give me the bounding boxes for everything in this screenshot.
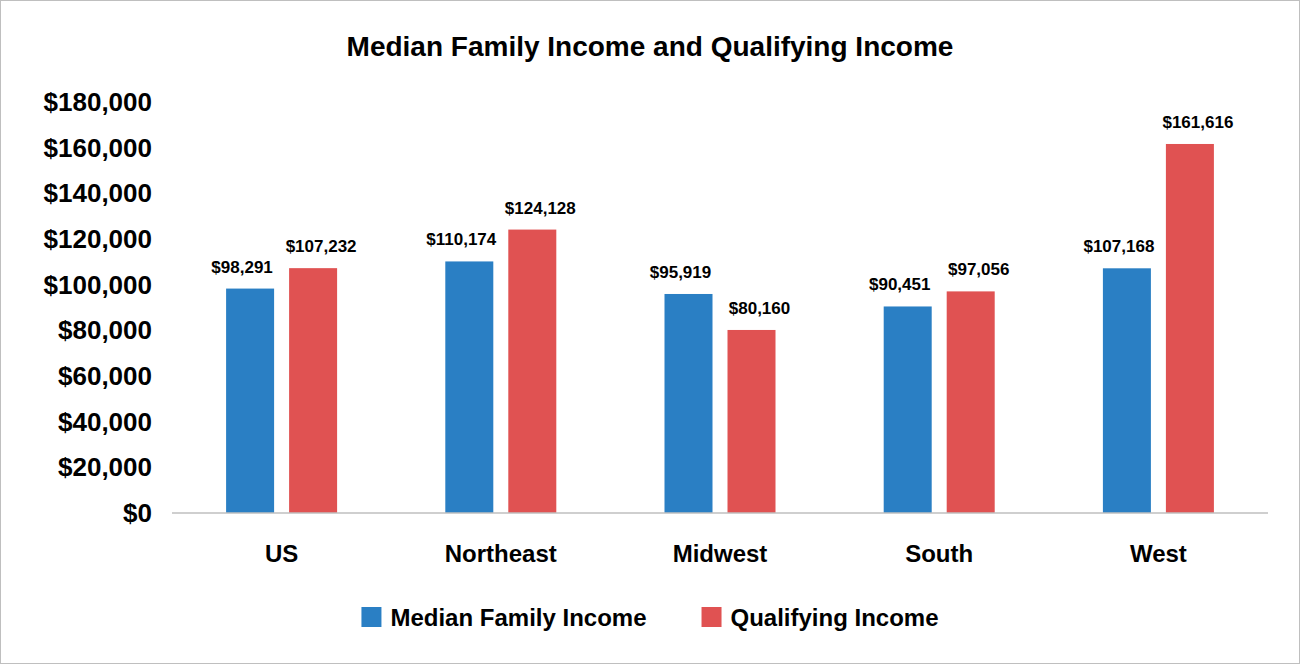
legend-swatch xyxy=(361,607,381,627)
data-labels: $98,291 $107,232 $110,174 $124,128 $95,919 $8… xyxy=(211,113,1233,318)
data-label: $80,160 xyxy=(729,299,790,318)
data-label: $95,919 xyxy=(650,263,711,282)
legend: Median Family Income Qualifying Income xyxy=(361,604,938,631)
data-label: $107,232 xyxy=(286,237,357,256)
chart-title: Median Family Income and Qualifying Inco… xyxy=(347,31,954,62)
x-tick-label: Northeast xyxy=(445,540,557,567)
y-tick-label: $140,000 xyxy=(44,178,152,208)
data-label: $97,056 xyxy=(948,260,1009,279)
y-tick-label: $60,000 xyxy=(58,361,152,391)
x-tick-label: US xyxy=(265,540,298,567)
legend-swatch xyxy=(702,607,722,627)
data-label: $161,616 xyxy=(1162,113,1233,132)
bar xyxy=(947,291,995,513)
legend-label: Qualifying Income xyxy=(731,604,939,631)
data-label: $110,174 xyxy=(426,230,497,249)
data-label: $124,128 xyxy=(505,199,576,218)
chart: Median Family Income and Qualifying Inco… xyxy=(0,0,1300,664)
y-tick-label: $40,000 xyxy=(58,407,152,437)
y-tick-label: $180,000 xyxy=(44,87,152,117)
y-tick-label: $160,000 xyxy=(44,133,152,163)
legend-label: Median Family Income xyxy=(390,604,646,631)
y-tick-label: $20,000 xyxy=(58,452,152,482)
bar xyxy=(665,294,713,513)
x-tick-label: West xyxy=(1130,540,1187,567)
x-tick-label: Midwest xyxy=(673,540,768,567)
bar xyxy=(728,330,776,513)
bar xyxy=(508,230,556,513)
data-label: $90,451 xyxy=(869,275,930,294)
data-label: $98,291 xyxy=(211,258,272,277)
x-tick-label: South xyxy=(905,540,973,567)
bar xyxy=(1166,144,1214,513)
chart-frame xyxy=(1,1,1300,664)
y-tick-label: $80,000 xyxy=(58,315,152,345)
x-axis-line xyxy=(172,512,1268,514)
bar xyxy=(1103,268,1151,513)
bar xyxy=(884,306,932,513)
bars xyxy=(226,144,1214,513)
bar xyxy=(445,261,493,513)
y-tick-label: $0 xyxy=(123,498,152,528)
data-label: $107,168 xyxy=(1083,237,1154,256)
bar xyxy=(226,289,274,513)
bar xyxy=(289,268,337,513)
y-tick-label: $120,000 xyxy=(44,224,152,254)
y-tick-label: $100,000 xyxy=(44,270,152,300)
